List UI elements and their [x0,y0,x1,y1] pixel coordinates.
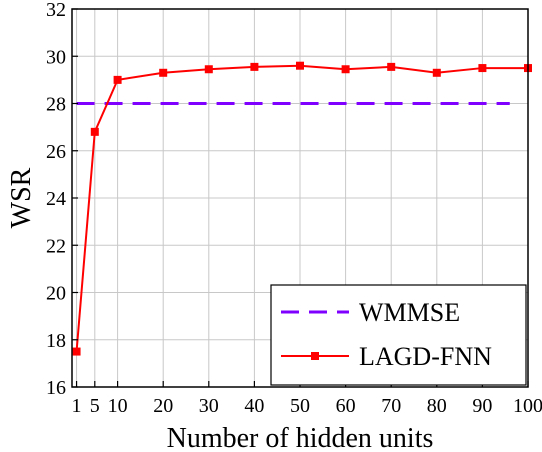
x-tick-label: 10 [108,395,128,417]
y-tick-label: 30 [46,46,66,68]
x-tick-label: 50 [290,395,310,417]
legend: WMMSE LAGD-FNN [270,284,527,386]
x-tick-label: 1 [72,395,82,417]
data-point-lagd-fnn [204,65,213,74]
y-tick-label: 20 [46,283,66,305]
y-tick-label: 24 [46,188,66,210]
x-tick-label: 60 [336,395,356,417]
legend-label-lagd-fnn: LAGD-FNN [359,342,492,371]
y-tick-label: 22 [46,235,66,257]
y-tick-label: 26 [46,141,66,163]
data-point-lagd-fnn [72,347,81,356]
y-tick-label: 18 [46,330,66,352]
legend-box [270,284,527,386]
data-point-lagd-fnn [387,62,396,71]
x-tick-label: 70 [381,395,401,417]
x-tick-label: 100 [513,395,542,417]
data-point-lagd-fnn [341,65,350,74]
legend-marker-lagd-fnn [311,352,319,360]
data-point-lagd-fnn [159,68,168,77]
x-tick-label: 30 [199,395,219,417]
data-point-lagd-fnn [296,61,304,70]
x-axis-title: Number of hidden units [167,423,434,452]
x-tick-label: 40 [244,395,264,417]
y-tick-label: 32 [46,0,66,21]
y-tick-label: 16 [46,377,66,399]
x-tick-label: 5 [90,395,100,417]
data-point-lagd-fnn [432,68,441,77]
legend-label-wmmse: WMMSE [359,298,460,327]
axis-ticks: 1 5 10 20 30 40 50 60 70 80 90 100 16 18 20 22 24 26 28 30 3… [46,0,542,417]
data-point-lagd-fnn [90,127,99,136]
y-tick-label: 28 [46,94,66,116]
x-tick-label: 90 [472,395,492,417]
data-point-lagd-fnn [478,64,487,73]
x-tick-label: 20 [153,395,173,417]
data-point-lagd-fnn [113,75,122,84]
data-point-lagd-fnn [250,62,259,71]
series-line-lagd-fnn [75,64,528,352]
x-tick-label: 80 [427,395,447,417]
y-axis-title: WSR [6,167,37,228]
